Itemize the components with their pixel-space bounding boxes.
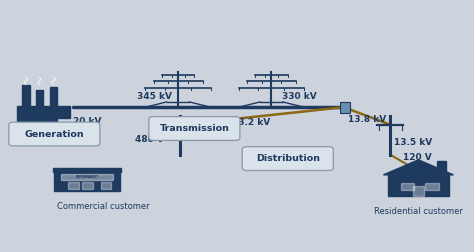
Bar: [388, 175, 449, 196]
Bar: [55, 172, 120, 191]
Bar: [22, 85, 30, 107]
FancyBboxPatch shape: [9, 122, 100, 146]
Polygon shape: [383, 160, 454, 175]
Text: 120 V: 120 V: [403, 153, 432, 162]
Text: SUPERMARKET: SUPERMARKET: [75, 175, 99, 179]
FancyBboxPatch shape: [149, 117, 240, 140]
Text: Transmission: Transmission: [159, 124, 229, 133]
Bar: [413, 186, 424, 196]
Text: Commercial customer: Commercial customer: [57, 202, 150, 211]
Text: 480 V: 480 V: [135, 135, 164, 144]
Text: Residential customer: Residential customer: [374, 207, 463, 216]
Bar: [437, 161, 446, 171]
Bar: [68, 182, 79, 189]
Bar: [426, 183, 438, 190]
Text: 345 kV: 345 kV: [137, 92, 172, 101]
Text: Generation: Generation: [25, 130, 84, 139]
Bar: [61, 174, 113, 180]
Bar: [401, 183, 414, 190]
Text: 13.2 kV: 13.2 kV: [232, 118, 270, 127]
Text: 20 kV: 20 kV: [73, 117, 101, 126]
Bar: [53, 168, 121, 172]
Text: 13.8 kV: 13.8 kV: [348, 115, 387, 124]
Bar: [82, 182, 92, 189]
Text: 13.5 kV: 13.5 kV: [394, 138, 432, 147]
Text: Distribution: Distribution: [256, 154, 320, 163]
FancyBboxPatch shape: [340, 102, 350, 113]
Bar: [56, 106, 70, 118]
Text: 330 kV: 330 kV: [282, 92, 317, 101]
Bar: [101, 182, 111, 189]
Bar: [36, 90, 43, 107]
FancyBboxPatch shape: [242, 147, 333, 171]
Bar: [50, 87, 57, 107]
Bar: [17, 106, 57, 123]
